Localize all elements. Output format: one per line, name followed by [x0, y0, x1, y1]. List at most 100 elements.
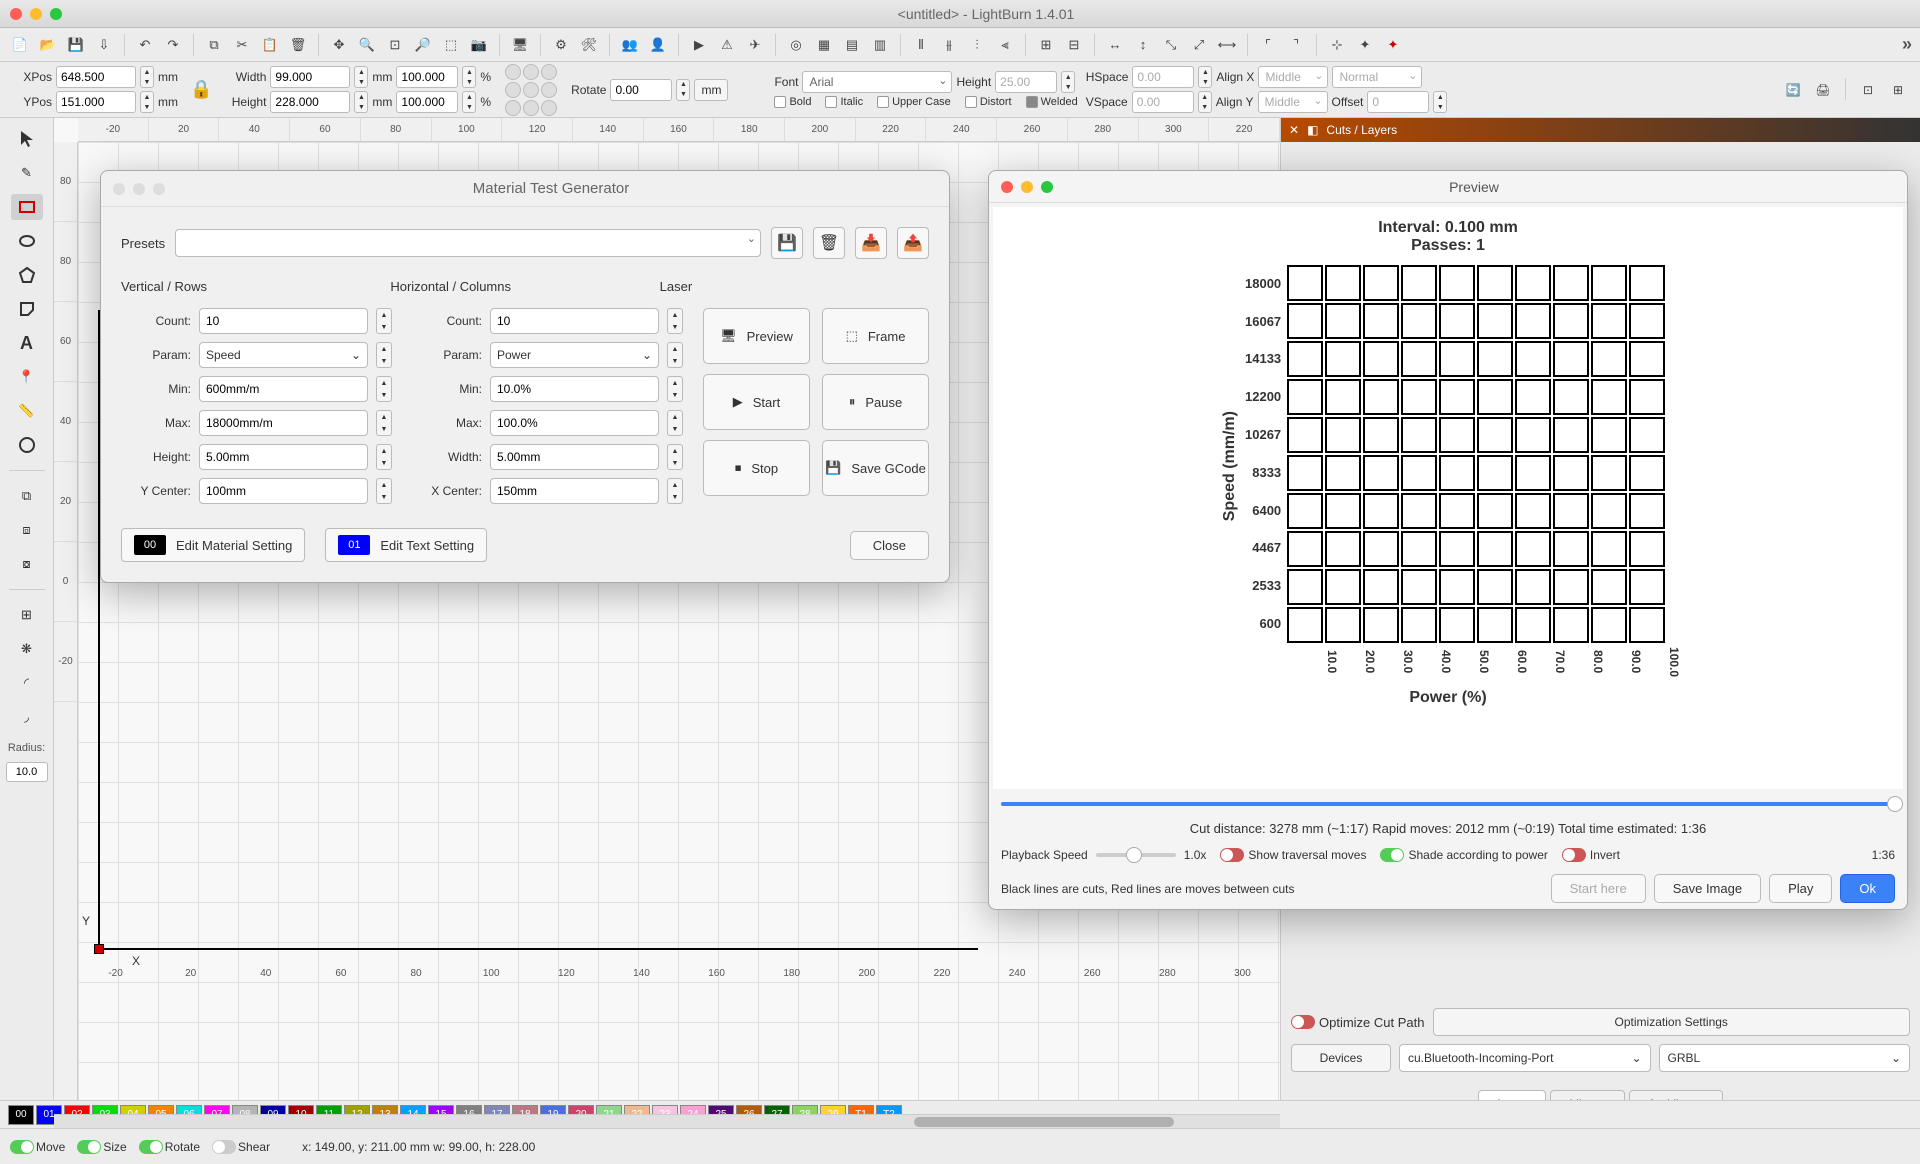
alignx-select[interactable]: Middle [1258, 66, 1328, 88]
offset-input[interactable] [1367, 91, 1429, 113]
v-max-input[interactable] [199, 410, 368, 436]
open-icon[interactable]: 📂 [36, 33, 60, 57]
controller-select[interactable]: GRBL [1659, 1044, 1911, 1072]
xpos-input[interactable] [56, 66, 136, 88]
h-xcenter-input[interactable] [490, 478, 659, 504]
shape-tool-icon[interactable] [11, 296, 43, 322]
frame-button[interactable]: ⬚Frame [822, 308, 929, 364]
stop-button[interactable]: ⏹Stop [703, 440, 810, 496]
dist3-icon[interactable]: ⫶ [965, 33, 989, 57]
tools-icon[interactable]: 🛠 [577, 33, 601, 57]
misc1-icon[interactable]: ⊹ [1325, 33, 1349, 57]
save-gcode-button[interactable]: 💾Save GCode [822, 440, 929, 496]
horizontal-scrollbar[interactable] [54, 1114, 1280, 1128]
zoom-in-icon[interactable]: 🔍 [355, 33, 379, 57]
h-width-input[interactable] [490, 444, 659, 470]
preset-save-icon[interactable]: 💾 [771, 227, 803, 259]
pan-icon[interactable]: ✥ [327, 33, 351, 57]
align1-icon[interactable]: ▦ [812, 33, 836, 57]
align2-icon[interactable]: ▤ [840, 33, 864, 57]
rect-tool-icon[interactable] [11, 194, 43, 220]
italic-check[interactable] [825, 96, 837, 108]
port-select[interactable]: cu.Bluetooth-Incoming-Port [1399, 1044, 1651, 1072]
preset-delete-icon[interactable]: 🗑 [813, 227, 845, 259]
marker-tool-icon[interactable]: 📍 [11, 364, 43, 390]
line-tool-icon[interactable]: 📏 [11, 398, 43, 424]
edit-text-button[interactable]: 01Edit Text Setting [325, 528, 487, 562]
anchor-selector[interactable] [505, 64, 557, 116]
circle-tool-icon[interactable] [11, 432, 43, 458]
optimize-toggle[interactable] [1291, 1015, 1315, 1029]
v-param-select[interactable]: Speed [199, 342, 368, 368]
vspace-input[interactable] [1132, 91, 1194, 113]
bool2-icon[interactable]: ⧈ [11, 517, 43, 543]
lock-icon[interactable]: 🔒 [190, 79, 212, 100]
pv-min[interactable] [1021, 181, 1033, 193]
start-here-button[interactable]: Start here [1551, 874, 1646, 903]
dist2-icon[interactable]: ⫵ [937, 33, 961, 57]
print-icon[interactable]: 🖨 [1811, 78, 1835, 102]
group1-icon[interactable]: ⊞ [1034, 33, 1058, 57]
distort-check[interactable] [965, 96, 977, 108]
mode-select[interactable]: Normal [1332, 66, 1422, 88]
text-tool-icon[interactable]: A [11, 330, 43, 356]
target-icon[interactable]: ◎ [784, 33, 808, 57]
start-button[interactable]: ▶Start [703, 374, 810, 430]
play-icon[interactable]: ▶ [687, 33, 711, 57]
zoom-out-icon[interactable]: 🔎 [411, 33, 435, 57]
paste-icon[interactable]: 📋 [258, 33, 282, 57]
import-icon[interactable]: ⇩ [92, 33, 116, 57]
new-icon[interactable]: 📄 [8, 33, 32, 57]
v-height-input[interactable] [199, 444, 368, 470]
user-icon[interactable]: 👤 [646, 33, 670, 57]
h-param-select[interactable]: Power [490, 342, 659, 368]
save-image-button[interactable]: Save Image [1654, 874, 1761, 903]
ellipse-tool-icon[interactable] [11, 228, 43, 254]
devices-button[interactable]: Devices [1291, 1044, 1391, 1072]
copy-icon[interactable]: ⧉ [202, 33, 226, 57]
pause-button[interactable]: ⏸Pause [822, 374, 929, 430]
edit-material-button[interactable]: 00Edit Material Setting [121, 528, 305, 562]
preview-button[interactable]: 🖥Preview [703, 308, 810, 364]
playback-speed-slider[interactable] [1096, 853, 1176, 857]
h-count-input[interactable] [490, 308, 659, 334]
frame-icon[interactable]: ⬚ [439, 33, 463, 57]
delete-icon[interactable]: 🗑 [286, 33, 310, 57]
arr2-icon[interactable]: ↕ [1131, 33, 1155, 57]
close-button[interactable]: Close [850, 531, 929, 560]
monitor-icon[interactable]: 🖥 [508, 33, 532, 57]
v-count-input[interactable] [199, 308, 368, 334]
shear-toggle[interactable] [212, 1140, 236, 1154]
preview-scrubber[interactable] [1001, 802, 1895, 806]
camera-icon[interactable]: 📷 [467, 33, 491, 57]
arrange1-icon[interactable]: ⊡ [1856, 78, 1880, 102]
panel-undock-icon[interactable]: ◧ [1307, 123, 1318, 137]
h-min-input[interactable] [490, 376, 659, 402]
settings-icon[interactable]: ⚙ [549, 33, 573, 57]
draw-tool-icon[interactable]: ✎ [11, 160, 43, 186]
color-swatch-00[interactable]: 00 [8, 1105, 34, 1125]
presets-select[interactable] [175, 229, 761, 257]
size-toggle[interactable] [77, 1140, 101, 1154]
arrange2-icon[interactable]: ⊞ [1886, 78, 1910, 102]
upper-check[interactable] [877, 96, 889, 108]
mtg-close[interactable] [113, 183, 125, 195]
arr5-icon[interactable]: ⟷ [1215, 33, 1239, 57]
misc2-icon[interactable]: ✦ [1353, 33, 1377, 57]
width-pct-input[interactable] [396, 66, 458, 88]
aligny-select[interactable]: Middle [1258, 91, 1328, 113]
path1-icon[interactable]: ◜ [11, 670, 43, 696]
pv-max[interactable] [1041, 181, 1053, 193]
v-min-input[interactable] [199, 376, 368, 402]
close-window[interactable] [10, 8, 22, 20]
warning-icon[interactable]: ⚠ [715, 33, 739, 57]
rotate-input[interactable] [610, 79, 672, 101]
ypos-spinner[interactable]: ▲▼ [140, 91, 154, 113]
preset-import-icon[interactable]: 📥 [855, 227, 887, 259]
xpos-spinner[interactable]: ▲▼ [140, 66, 154, 88]
panel-close-icon[interactable]: ✕ [1289, 123, 1299, 137]
font-select[interactable]: Arial [802, 71, 952, 93]
ok-button[interactable]: Ok [1840, 874, 1895, 903]
move-toggle[interactable] [10, 1140, 34, 1154]
radius-input[interactable] [6, 762, 48, 782]
